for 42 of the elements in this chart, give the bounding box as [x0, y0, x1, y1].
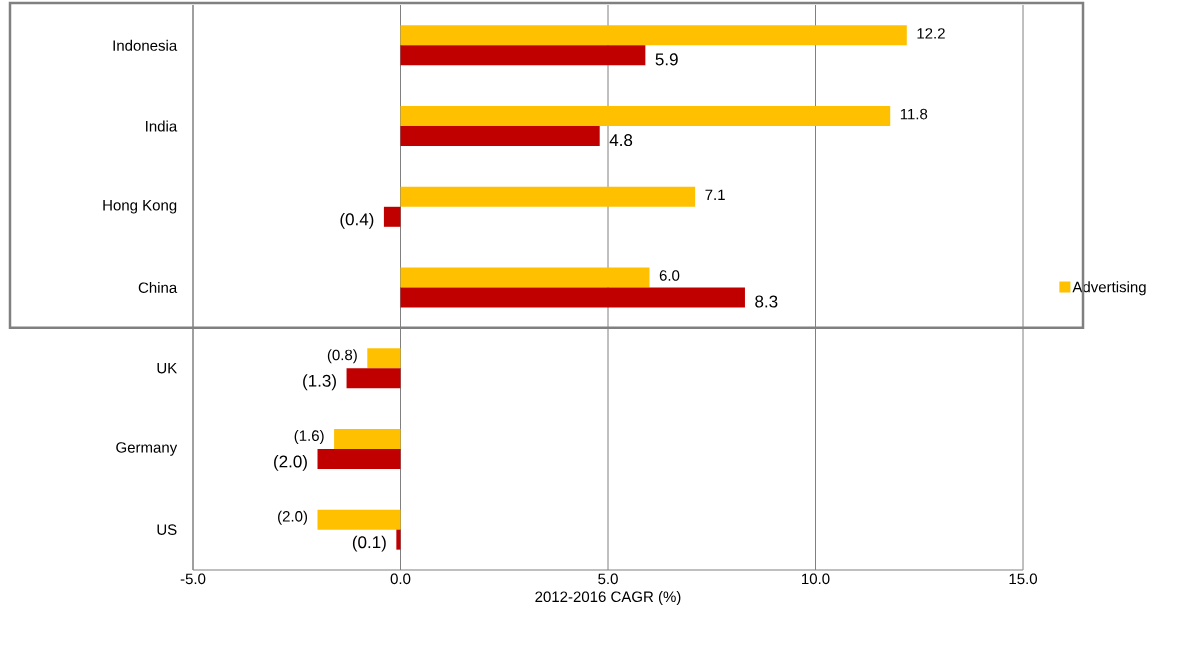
bar: [400, 106, 891, 127]
data-label: 6.0: [659, 270, 680, 281]
x-tick-label: 15.0: [1009, 573, 1038, 585]
legend-label: Advertising: [1072, 281, 1146, 296]
bar: [383, 206, 401, 227]
bar: [346, 368, 401, 389]
bar: [400, 25, 907, 46]
data-label: (2.0): [278, 510, 308, 525]
bar: [400, 186, 696, 207]
data-label: (1.3): [303, 374, 336, 391]
y-tick-label: US: [157, 524, 177, 535]
bar: [400, 45, 646, 66]
data-label: 8.3: [755, 295, 778, 308]
x-tick-label: -5.0: [180, 573, 206, 585]
data-label: (2.0): [274, 455, 307, 471]
x-tick-label: 10.0: [802, 573, 830, 585]
y-tick-label: China: [138, 282, 178, 294]
y-tick-label: India: [146, 120, 178, 132]
x-tick-label: 5.0: [598, 573, 618, 585]
data-label: (0.4): [340, 212, 374, 229]
bar: [317, 448, 401, 469]
data-label: (1.6): [294, 429, 324, 444]
bar: [400, 126, 600, 147]
data-label: (0.8): [327, 349, 357, 364]
data-label: 4.8: [609, 134, 633, 147]
bar: [400, 267, 650, 288]
bar: [396, 529, 401, 550]
x-tick-label: 0.0: [390, 573, 411, 585]
y-tick-label: UK: [157, 362, 178, 374]
bar: [317, 509, 401, 530]
y-tick-label: Hong Kong: [103, 200, 177, 214]
bar: [334, 428, 401, 449]
data-label: 11.8: [900, 108, 928, 120]
data-label: 7.1: [705, 189, 725, 200]
data-label: 5.9: [655, 53, 678, 66]
data-label: (0.1): [352, 535, 386, 552]
data-label: 12.2: [917, 28, 945, 39]
y-tick-label: Germany: [116, 442, 178, 456]
bar: [400, 287, 745, 308]
x-axis-title: 2012-2016 CAGR (%): [535, 591, 681, 605]
y-tick-label: Indonesia: [113, 39, 178, 51]
bar: [367, 348, 401, 369]
